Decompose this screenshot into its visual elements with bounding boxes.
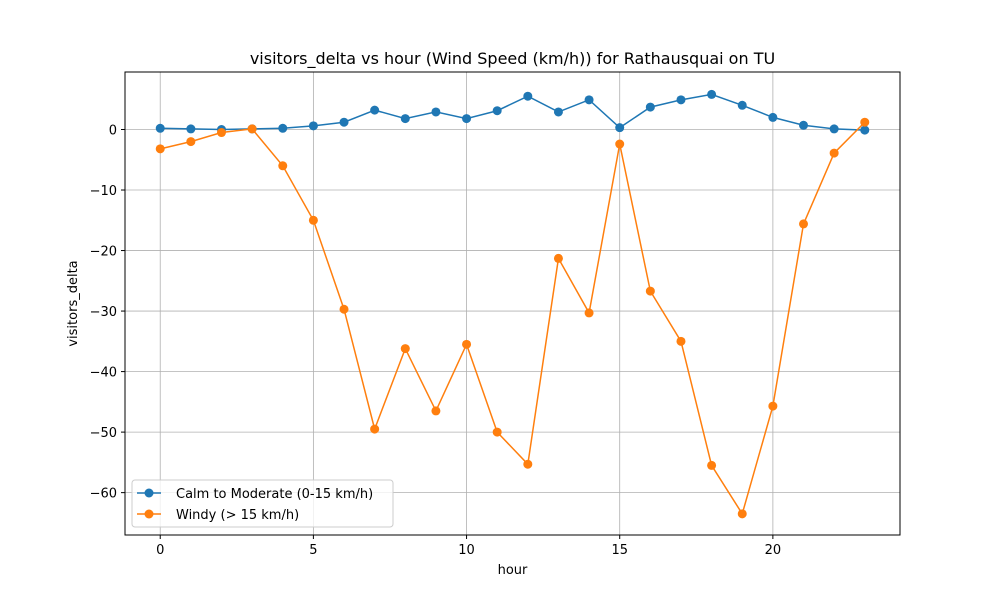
y-tick-label: −60 [90, 487, 117, 502]
data-point [186, 137, 196, 147]
legend-marker-windy [144, 509, 154, 519]
data-point [768, 401, 778, 411]
data-point [370, 105, 380, 115]
series-windy [155, 117, 870, 519]
legend-marker-calm [144, 488, 154, 498]
data-point [737, 100, 747, 110]
data-point [308, 215, 318, 225]
data-point [799, 219, 809, 229]
data-point [278, 123, 288, 133]
data-point [737, 509, 747, 519]
data-point [431, 107, 441, 117]
series-line [160, 93, 865, 131]
data-point [155, 144, 165, 154]
series-calm [155, 89, 870, 135]
data-point [308, 121, 318, 131]
y-tick-label: −20 [90, 245, 117, 260]
data-point [829, 124, 839, 134]
data-point [216, 128, 226, 138]
axis-ticks: 0 5 10 15 20 0 −10 −20 −30 −40 −50 −60 [90, 123, 782, 558]
data-point [339, 304, 349, 314]
y-tick-label: −40 [90, 366, 117, 381]
grid [125, 72, 900, 535]
legend-label-calm: Calm to Moderate (0-15 km/h) [176, 487, 373, 502]
data-point [462, 339, 472, 349]
data-point [615, 123, 625, 133]
data-point [339, 117, 349, 127]
data-point [400, 344, 410, 354]
data-point [584, 308, 594, 318]
data-point [676, 336, 686, 346]
data-point [553, 253, 563, 263]
y-tick-label: −30 [90, 305, 117, 320]
y-tick-label: 0 [109, 123, 117, 138]
data-point [247, 124, 257, 134]
x-tick-label: 20 [765, 543, 782, 558]
data-point [523, 459, 533, 469]
y-axis-label: visitors_delta [66, 260, 81, 346]
data-point [155, 123, 165, 133]
data-point [645, 286, 655, 296]
data-point [829, 148, 839, 158]
data-point [492, 106, 502, 116]
x-axis-label: hour [498, 563, 528, 578]
x-tick-label: 15 [611, 543, 628, 558]
data-point [400, 114, 410, 124]
y-tick-label: −50 [90, 426, 117, 441]
data-point [645, 102, 655, 112]
legend: Calm to Moderate (0-15 km/h) Windy (> 15… [131, 479, 394, 528]
data-point [615, 139, 625, 149]
data-point [431, 406, 441, 416]
data-point [860, 125, 870, 135]
data-point [553, 107, 563, 117]
data-point [799, 120, 809, 130]
series-line [160, 121, 866, 516]
x-tick-label: 10 [458, 543, 475, 558]
data-point [370, 424, 380, 434]
data-point [707, 89, 717, 99]
data-point [523, 91, 533, 101]
legend-label-windy: Windy (> 15 km/h) [176, 508, 299, 523]
data-point [860, 117, 870, 127]
data-point [492, 427, 502, 437]
x-tick-label: 5 [309, 543, 317, 558]
series-group [155, 89, 870, 519]
data-point [278, 161, 288, 171]
x-tick-label: 0 [156, 543, 164, 558]
chart-title: visitors_delta vs hour (Wind Speed (km/h… [250, 49, 775, 69]
data-point [768, 112, 778, 122]
legend-box [131, 479, 394, 528]
data-point [584, 95, 594, 105]
data-point [186, 124, 196, 134]
data-point [707, 460, 717, 470]
y-tick-label: −10 [90, 184, 117, 199]
data-point [676, 95, 686, 105]
plot-frame [124, 71, 901, 536]
data-point [462, 114, 472, 124]
